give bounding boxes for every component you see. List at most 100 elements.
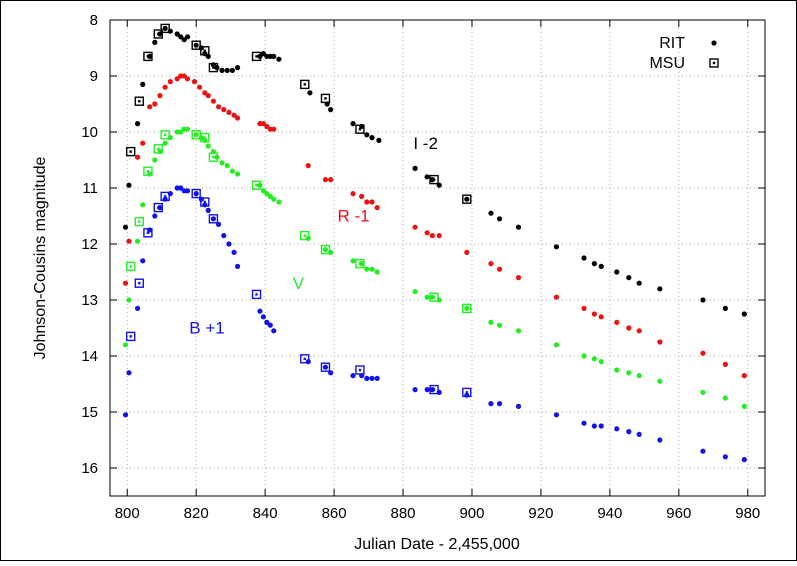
rit-point-r <box>657 339 663 345</box>
msu-point-center-i <box>324 97 327 100</box>
rit-point-i <box>350 121 356 127</box>
rit-point-r <box>741 373 747 379</box>
rit-point-r <box>553 294 560 300</box>
msu-point-b <box>251 289 262 300</box>
rit-point-v <box>429 294 435 300</box>
rit-point-r <box>700 350 706 356</box>
msu-point-center-i <box>432 178 436 181</box>
rit-point-i <box>496 216 503 222</box>
rit-point-r <box>369 199 375 205</box>
y-tick-label: 15 <box>81 404 98 421</box>
rit-point-v <box>224 163 230 169</box>
rit-point-r <box>264 123 270 129</box>
legend-label-rit: RIT <box>659 35 685 52</box>
legend: RIT MSU <box>649 35 719 72</box>
rit-point-r <box>515 275 522 281</box>
rit-point-b <box>636 431 642 437</box>
msu-point-b <box>355 365 365 375</box>
rit-point-r <box>328 177 334 183</box>
msu-point-i <box>125 146 136 157</box>
rit-point-r <box>429 233 435 239</box>
rit-point-b <box>722 454 728 460</box>
rit-point-r <box>260 121 267 127</box>
rit-point-b <box>264 319 270 325</box>
rit-point-b <box>257 308 263 314</box>
msu-point-center-v <box>203 136 207 139</box>
msu-point-center-v <box>194 133 198 136</box>
rit-point-b <box>429 387 435 393</box>
rit-point-b <box>700 448 706 454</box>
rit-point-v <box>364 266 370 272</box>
rit-point-b <box>412 387 418 393</box>
rit-point-r <box>122 280 129 286</box>
legend-marker-dot <box>711 40 717 46</box>
y-tick-label: 16 <box>81 460 98 477</box>
msu-point-center-v <box>163 133 167 136</box>
msu-point-center-i <box>212 66 215 69</box>
rit-point-r <box>226 109 232 115</box>
msu-point-b <box>191 188 201 199</box>
rit-point-b <box>221 233 227 239</box>
y-tick-label: 9 <box>90 68 98 85</box>
msu-point-b <box>143 228 153 238</box>
msu-point-i <box>200 46 210 56</box>
rit-point-i <box>229 67 235 73</box>
x-tick-label: 860 <box>322 505 347 522</box>
msu-point-i <box>134 96 145 106</box>
rit-point-v <box>350 258 356 264</box>
msu-point-center-v <box>358 262 362 265</box>
rit-point-r <box>202 90 208 96</box>
rit-point-r <box>636 328 642 334</box>
rit-point-i <box>722 305 728 311</box>
msu-point-v <box>355 258 365 269</box>
rit-point-v <box>260 188 267 194</box>
msu-point-i <box>355 124 365 134</box>
x-tick-label: 940 <box>597 505 622 522</box>
rit-point-v <box>264 191 270 197</box>
rit-point-i <box>581 255 587 261</box>
rit-point-b <box>598 423 604 429</box>
msu-point-center-v <box>146 170 150 173</box>
msu-point-b <box>462 387 472 398</box>
rit-point-r <box>152 101 158 107</box>
msu-point-center-i <box>157 32 160 36</box>
rit-point-b <box>374 375 380 381</box>
rit-point-i <box>515 224 522 230</box>
rit-point-v <box>219 160 225 166</box>
series-i <box>122 23 747 317</box>
series-v <box>122 126 747 409</box>
msu-point-center-b <box>255 293 258 296</box>
rit-point-i <box>181 37 187 43</box>
y-tick-label: 12 <box>81 236 98 253</box>
msu-point-v <box>134 216 145 227</box>
msu-point-i <box>160 23 170 34</box>
x-axis-label: Julian Date - 2,455,000 <box>354 536 520 553</box>
rit-point-v <box>126 297 132 303</box>
rit-point-r <box>210 98 217 104</box>
msu-point-center-v <box>212 156 215 159</box>
y-tick-label: 14 <box>81 348 98 365</box>
series-annotations: I -2 R -1 V B +1 <box>189 134 438 338</box>
rit-point-i <box>626 275 632 281</box>
rit-point-i <box>260 51 267 57</box>
rit-point-v <box>412 289 418 295</box>
rit-point-r <box>184 76 191 82</box>
rit-point-b <box>488 401 494 407</box>
msu-point-b <box>300 354 310 364</box>
rit-point-i <box>134 121 141 127</box>
msu-point-center-b <box>465 391 469 394</box>
rit-point-i <box>364 132 370 138</box>
legend-marker-square-center <box>712 61 716 65</box>
msu-point-center-i <box>255 55 258 58</box>
msu-point-center-b <box>203 200 207 204</box>
rit-point-b <box>614 426 620 432</box>
msu-point-i <box>191 40 201 50</box>
rit-point-v <box>162 140 168 146</box>
rit-point-b <box>205 207 211 213</box>
msu-point-b <box>125 331 136 342</box>
msu-point-b <box>134 278 145 288</box>
msu-point-center-b <box>138 282 141 285</box>
msu-point-v <box>300 230 310 241</box>
rit-point-i <box>224 67 230 73</box>
rit-point-i <box>126 182 132 188</box>
